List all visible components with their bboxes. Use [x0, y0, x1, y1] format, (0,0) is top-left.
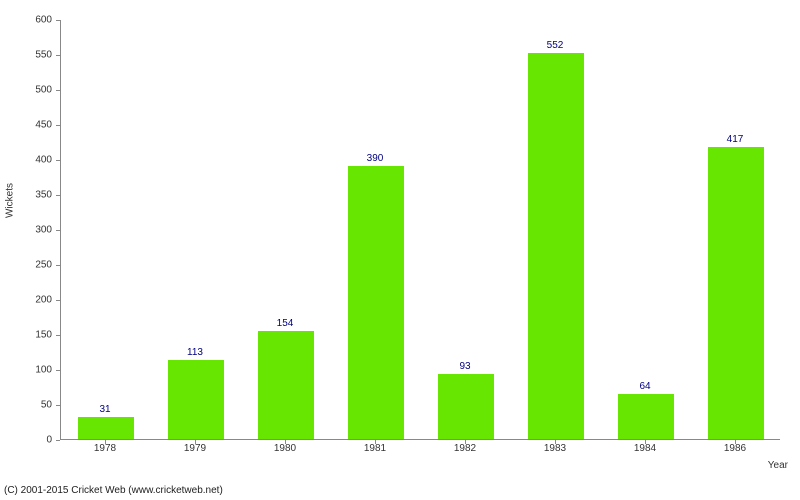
y-tick-mark	[56, 370, 60, 371]
y-tick-mark	[56, 125, 60, 126]
x-tick-mark	[465, 440, 466, 444]
chart-container: 0 50 100 150 200 250 300 350 400 450 500 550 600 Wic…	[0, 0, 800, 500]
y-tick-mark	[56, 55, 60, 56]
y-tick-label: 550	[35, 50, 52, 61]
plot-area	[60, 20, 780, 440]
x-tick-mark	[285, 440, 286, 444]
bar	[258, 331, 314, 439]
x-tick-mark	[195, 440, 196, 444]
y-tick-mark	[56, 20, 60, 21]
y-axis-ticks: 050100150200250300350400450500550600	[0, 20, 60, 440]
bar	[708, 147, 764, 439]
x-tick-label: 1981	[364, 443, 386, 454]
y-tick-mark	[56, 440, 60, 441]
x-axis-label: Year	[768, 460, 788, 471]
x-tick-label: 1979	[184, 443, 206, 454]
x-tick-label: 1980	[274, 443, 296, 454]
x-tick-label: 1986	[724, 443, 746, 454]
y-tick-label: 50	[41, 400, 52, 411]
bar-value-label: 154	[277, 318, 294, 329]
bar-value-label: 390	[367, 153, 384, 164]
bar	[438, 374, 494, 439]
y-tick-label: 350	[35, 190, 52, 201]
y-tick-label: 500	[35, 85, 52, 96]
y-tick-mark	[56, 405, 60, 406]
y-tick-label: 300	[35, 225, 52, 236]
y-tick-mark	[56, 265, 60, 266]
bar-value-label: 552	[547, 40, 564, 51]
bar	[78, 417, 134, 439]
bar-value-label: 93	[459, 361, 470, 372]
y-tick-label: 600	[35, 15, 52, 26]
x-tick-mark	[105, 440, 106, 444]
bar	[528, 53, 584, 439]
bar	[348, 166, 404, 439]
copyright-text: (C) 2001-2015 Cricket Web (www.cricketwe…	[4, 485, 223, 496]
y-tick-label: 250	[35, 260, 52, 271]
x-tick-label: 1978	[94, 443, 116, 454]
bar-value-label: 113	[187, 347, 203, 358]
y-axis-label: Wickets	[5, 183, 16, 218]
bar-value-label: 64	[639, 381, 650, 392]
x-tick-mark	[555, 440, 556, 444]
x-tick-mark	[375, 440, 376, 444]
y-tick-label: 100	[35, 365, 52, 376]
bar-value-label: 417	[727, 134, 744, 145]
bar	[618, 394, 674, 439]
x-tick-label: 1982	[454, 443, 476, 454]
bar	[168, 360, 224, 439]
x-tick-mark	[645, 440, 646, 444]
y-tick-mark	[56, 160, 60, 161]
y-tick-label: 150	[35, 330, 52, 341]
y-tick-mark	[56, 230, 60, 231]
x-tick-mark	[735, 440, 736, 444]
x-tick-label: 1984	[634, 443, 656, 454]
y-tick-label: 0	[46, 435, 52, 446]
y-tick-mark	[56, 335, 60, 336]
x-tick-label: 1983	[544, 443, 566, 454]
y-tick-mark	[56, 90, 60, 91]
y-tick-label: 200	[35, 295, 52, 306]
y-tick-mark	[56, 300, 60, 301]
y-tick-label: 450	[35, 120, 52, 131]
y-tick-mark	[56, 195, 60, 196]
y-tick-label: 400	[35, 155, 52, 166]
bar-value-label: 31	[99, 404, 110, 415]
